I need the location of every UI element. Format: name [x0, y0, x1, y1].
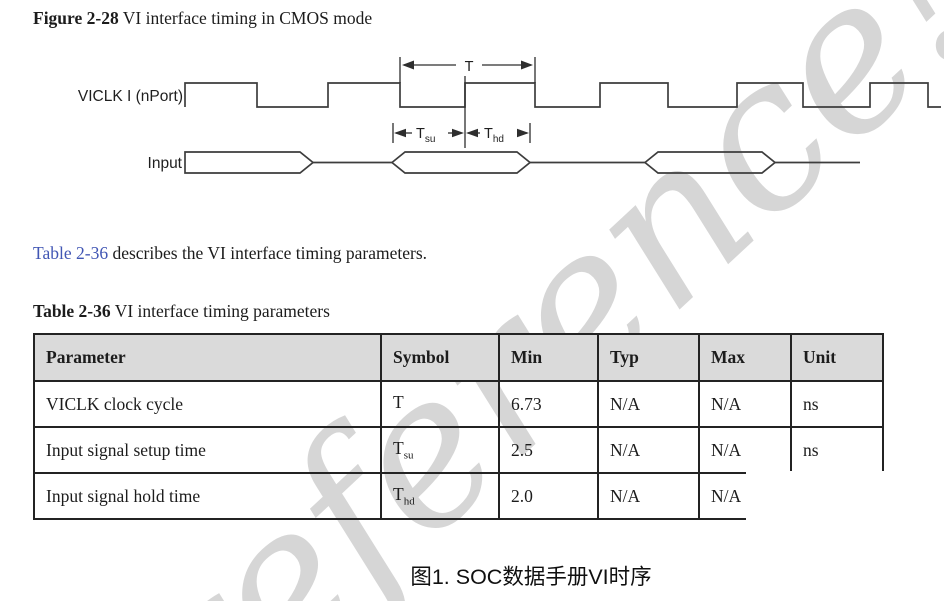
column-header-symbol: Symbol	[380, 333, 500, 382]
table-caption-number: Table 2-36	[33, 301, 111, 321]
cell-typ: N/A	[597, 380, 700, 428]
cell-parameter: VICLK clock cycle	[33, 380, 382, 428]
table-2-36-link[interactable]: Table 2-36	[33, 243, 109, 263]
figure-caption-title: VI interface timing in CMOS mode	[118, 8, 373, 28]
cell-symbol: Thd	[380, 472, 500, 520]
cell-parameter: Input signal hold time	[33, 472, 382, 520]
cell-typ: N/A	[597, 426, 700, 474]
thd-label: Thd	[484, 126, 504, 145]
cell-max: N/A	[698, 426, 792, 474]
input-bus-segment-2	[390, 151, 532, 174]
t-dim-arrow-left	[402, 60, 414, 70]
input-bus-segment-3	[643, 151, 777, 174]
table-row: VICLK clock cycle T 6.73 N/A N/A ns	[33, 380, 884, 428]
table-caption-title: VI interface timing parameters	[110, 301, 330, 321]
figure-caption: Figure 2-28 VI interface timing in CMOS …	[33, 8, 372, 29]
thd-arrow-left	[466, 128, 478, 138]
column-header-unit: Unit	[790, 333, 884, 382]
cell-unit: ns	[790, 426, 884, 474]
timing-parameters-table: Parameter Symbol Min Typ Max Unit VICLK …	[33, 333, 884, 520]
table-header-row: Parameter Symbol Min Typ Max Unit	[33, 333, 884, 382]
cell-min: 2.0	[498, 472, 599, 520]
tsu-arrow-right	[452, 128, 464, 138]
column-header-max: Max	[698, 333, 792, 382]
cell-min: 2.5	[498, 426, 599, 474]
body-paragraph-text: describes the VI interface timing parame…	[108, 243, 428, 263]
table-row: Input signal setup time Tsu 2.5 N/A N/A …	[33, 426, 884, 474]
table-caption: Table 2-36 VI interface timing parameter…	[33, 301, 330, 322]
cell-typ: N/A	[597, 472, 700, 520]
tsu-label: Tsu	[416, 126, 435, 145]
image-caption: 图1. SOC数据手册VI时序	[410, 565, 652, 589]
cell-max: N/A	[698, 380, 792, 428]
figure-caption-number: Figure 2-28	[33, 8, 119, 28]
tsu-arrow-left	[394, 128, 406, 138]
cell-min: 6.73	[498, 380, 599, 428]
input-bus-segment-1	[184, 151, 315, 174]
thd-arrow-right	[517, 128, 529, 138]
cell-symbol: T	[380, 380, 500, 428]
clock-signal-label: VICLK I (nPort)	[78, 88, 183, 105]
cell-unit: ns	[790, 380, 884, 428]
input-signal-label: Input	[148, 155, 183, 172]
clock-waveform	[184, 82, 941, 108]
white-cover-patch	[746, 471, 944, 556]
timing-diagram: VICLK I (nPort) Input T Tsu Thd	[78, 57, 941, 174]
cell-symbol: Tsu	[380, 426, 500, 474]
t-period-label: T	[465, 59, 474, 75]
column-header-typ: Typ	[597, 333, 700, 382]
t-dim-arrow-right	[521, 60, 533, 70]
column-header-min: Min	[498, 333, 599, 382]
body-paragraph: Table 2-36 describes the VI interface ti…	[33, 243, 427, 264]
cell-parameter: Input signal setup time	[33, 426, 382, 474]
column-header-parameter: Parameter	[33, 333, 382, 382]
